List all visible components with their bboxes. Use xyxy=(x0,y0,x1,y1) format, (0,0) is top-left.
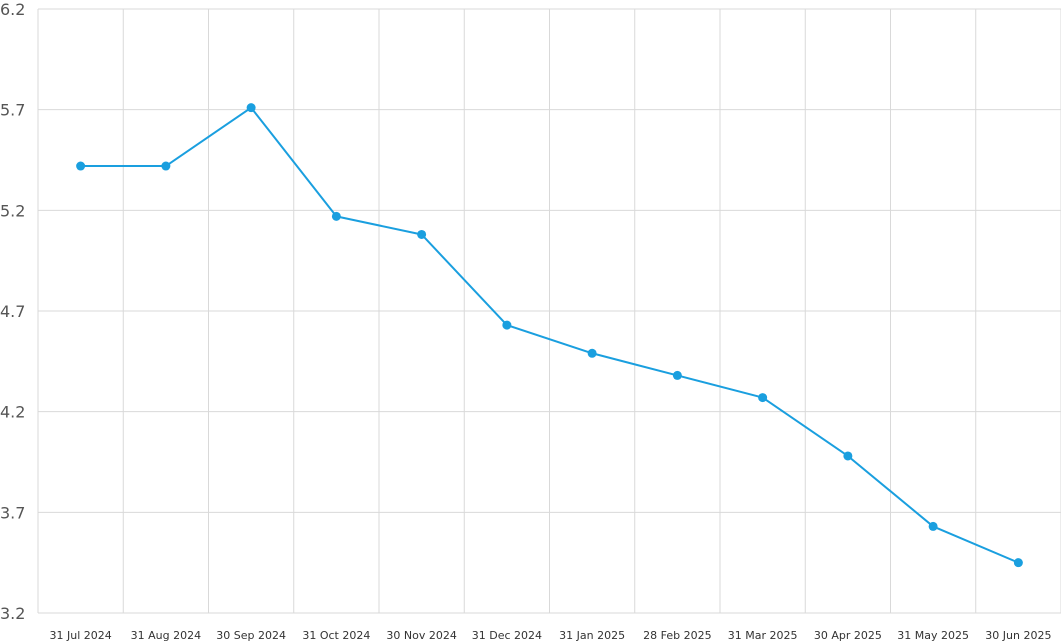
x-tick-label: 28 Feb 2025 xyxy=(643,629,711,642)
data-point xyxy=(161,161,171,171)
gridlines xyxy=(37,8,1061,614)
data-point xyxy=(76,161,86,171)
y-tick-label: 5.7 xyxy=(0,101,25,120)
x-tick-label: 30 Apr 2025 xyxy=(814,629,882,642)
data-point xyxy=(1013,558,1023,568)
x-axis-ticks: 31 Jul 2024 31 Aug 2024 30 Sep 2024 31 Oct … xyxy=(49,629,1051,642)
x-tick-label: 31 Jul 2024 xyxy=(49,629,111,642)
data-point xyxy=(502,320,512,330)
x-tick-label: 31 Mar 2025 xyxy=(728,629,798,642)
data-point xyxy=(331,211,341,221)
series-line xyxy=(80,106,1019,564)
x-tick-label: 30 Nov 2024 xyxy=(386,629,456,642)
x-tick-label: 31 Oct 2024 xyxy=(302,629,370,642)
y-tick-label: 4.7 xyxy=(0,302,25,321)
x-tick-label: 31 Dec 2024 xyxy=(472,629,542,642)
data-point xyxy=(928,521,938,531)
y-tick-label: 4.2 xyxy=(0,403,25,422)
x-tick-label: 31 Jan 2025 xyxy=(559,629,625,642)
y-tick-label: 3.2 xyxy=(0,604,25,623)
series-layer xyxy=(76,103,1023,568)
x-tick-label: 31 May 2025 xyxy=(897,629,969,642)
x-tick-label: 30 Jun 2025 xyxy=(985,629,1051,642)
y-tick-label: 5.2 xyxy=(0,201,25,220)
y-tick-label: 6.2 xyxy=(0,0,25,19)
data-point xyxy=(672,370,682,380)
y-axis-ticks: 3.2 3.7 4.2 4.7 5.2 5.7 6.2 xyxy=(0,0,25,623)
y-tick-label: 3.7 xyxy=(0,503,25,522)
data-point xyxy=(246,103,256,113)
data-point xyxy=(758,393,768,403)
data-point xyxy=(843,451,853,461)
data-point xyxy=(417,229,427,239)
x-tick-label: 30 Sep 2024 xyxy=(216,629,286,642)
data-point xyxy=(587,348,597,358)
x-tick-label: 31 Aug 2024 xyxy=(131,629,201,642)
